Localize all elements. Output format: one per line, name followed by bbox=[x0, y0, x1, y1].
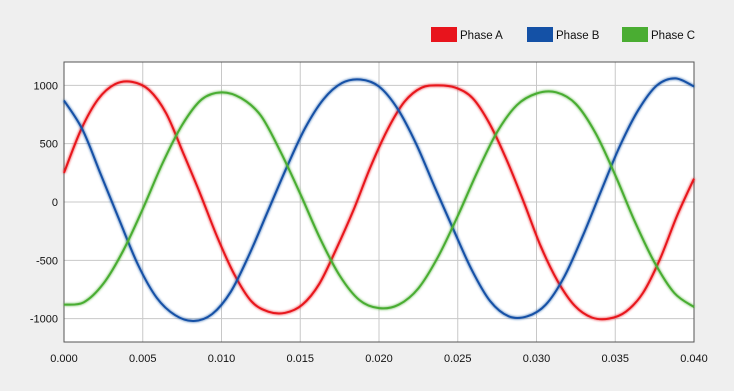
y-tick-label: 1000 bbox=[34, 80, 58, 92]
grid-lines bbox=[63, 62, 695, 342]
legend-label: Phase B bbox=[556, 30, 600, 42]
legend-swatch bbox=[431, 27, 457, 42]
legend-swatch bbox=[622, 27, 648, 42]
x-tick-label: 0.035 bbox=[601, 353, 629, 365]
series-line-phase-c bbox=[63, 90, 695, 310]
x-axis-tick-labels: 0.000 0.005 0.010 0.015 0.020 0.025 0.030 0.035… bbox=[50, 353, 708, 365]
series-line-phase-a bbox=[63, 80, 695, 321]
y-tick-label: -1000 bbox=[30, 314, 58, 326]
plot-frame bbox=[63, 61, 695, 343]
y-tick-label: 0 bbox=[52, 197, 58, 209]
legend: Phase A Phase B Phase C bbox=[431, 27, 695, 42]
y-tick-label: -500 bbox=[36, 255, 58, 267]
series-lines bbox=[63, 77, 695, 323]
legend-swatch bbox=[527, 27, 553, 42]
x-tick-label: 0.005 bbox=[129, 353, 157, 365]
x-tick-label: 0.000 bbox=[50, 353, 78, 365]
x-tick-label: 0.020 bbox=[365, 353, 393, 365]
y-axis-tick-labels: 1000 500 0 -500 -1000 bbox=[30, 80, 58, 325]
legend-label: Phase A bbox=[460, 30, 503, 42]
x-tick-label: 0.010 bbox=[208, 353, 236, 365]
x-tick-label: 0.040 bbox=[680, 353, 708, 365]
series-line-phase-b bbox=[63, 77, 695, 323]
x-tick-label: 0.015 bbox=[286, 353, 314, 365]
x-tick-label: 0.025 bbox=[444, 353, 472, 365]
x-tick-label: 0.030 bbox=[523, 353, 551, 365]
legend-label: Phase C bbox=[651, 30, 695, 42]
y-tick-label: 500 bbox=[40, 139, 58, 151]
